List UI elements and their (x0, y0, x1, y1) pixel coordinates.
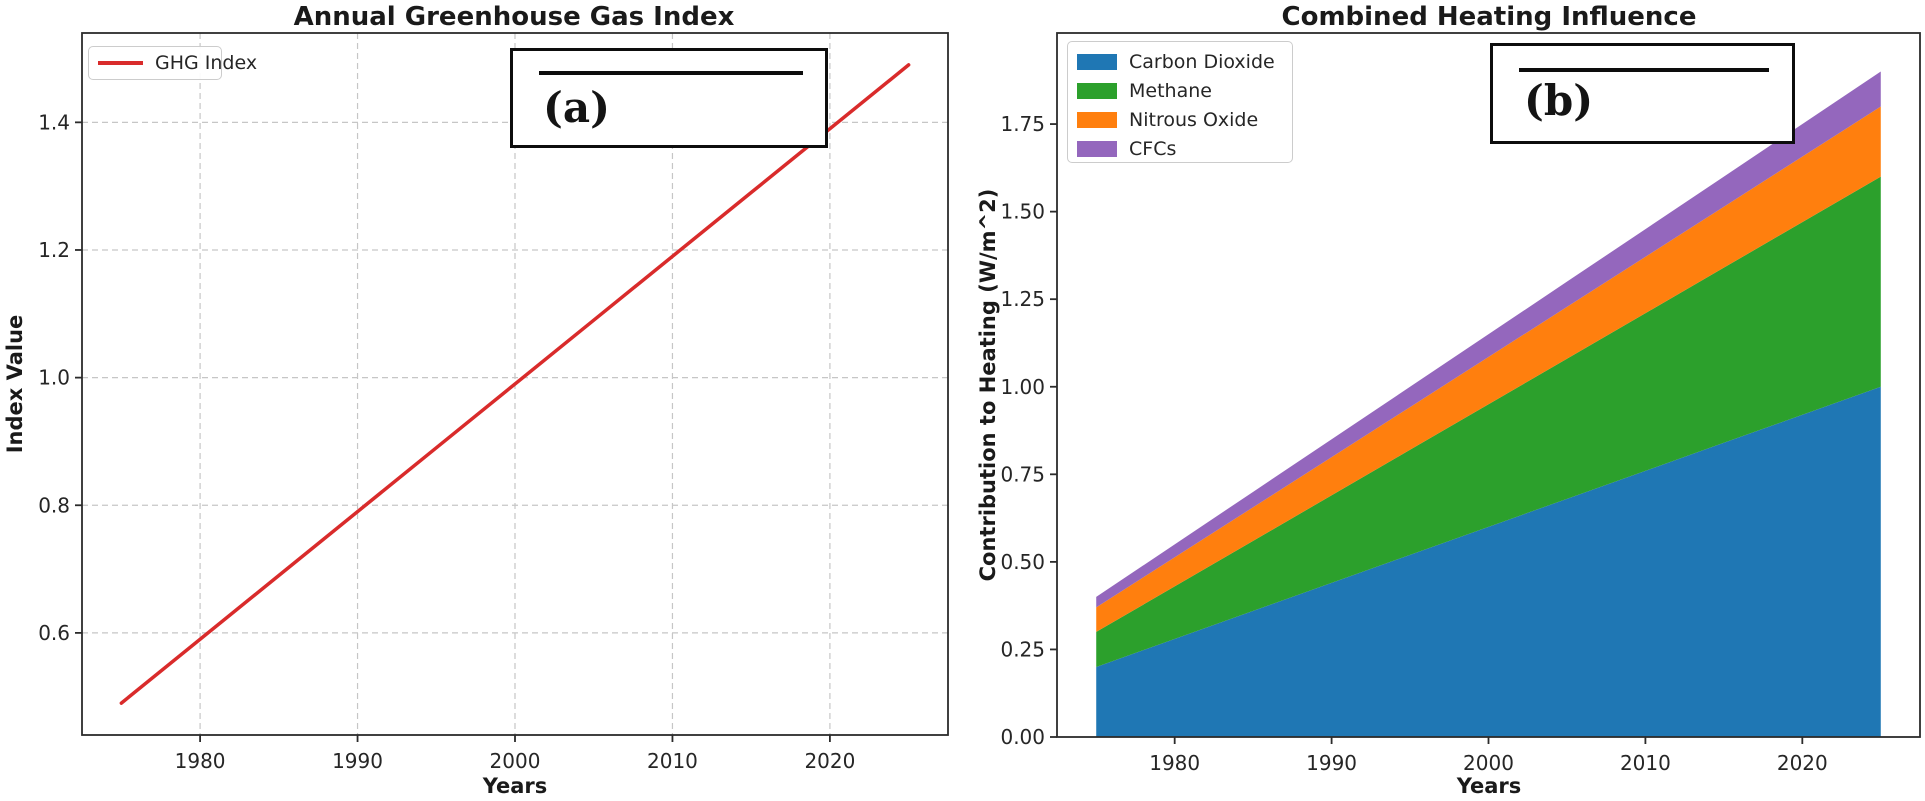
panel-a-annotation-box: (a) (510, 48, 828, 148)
y-tick-label: 1.25 (1000, 287, 1045, 311)
panel-a-legend: GHG Index (88, 46, 257, 80)
panel-b-xlabel: Years (1456, 774, 1522, 798)
legend-row-cfcs: CFCs (1068, 134, 1292, 163)
y-tick-label: 1.75 (1000, 112, 1045, 136)
ghg-index-line-swatch (98, 61, 143, 65)
ghg-index-plot: 1980 1990 2000 2010 2020 0.6 0.8 1.0 1.2 1.4 (38, 32, 949, 773)
x-tick-label: 2020 (1777, 751, 1828, 775)
methane-area (1096, 176, 1881, 667)
x-tick-label: 2010 (1620, 751, 1671, 775)
y-tick-label: 1.50 (1000, 200, 1045, 224)
x-tick-label: 1980 (175, 749, 226, 773)
panel-a-ylabel: Index Value (3, 315, 27, 454)
nitrous-oxide-area (1096, 106, 1881, 632)
x-tick-label: 1990 (332, 749, 383, 773)
panel-b-annotation-rule (1519, 68, 1769, 72)
heating-influence-plot: 1980 1990 2000 2010 2020 0.00 0.25 0.50 0.75 1.00… (1000, 32, 1921, 775)
legend-row-methane: Methane (1068, 76, 1292, 105)
panel-b-ylabel: Contribution to Heating (W/m^2) (976, 189, 1000, 582)
cfcs-legend-label: CFCs (1129, 137, 1177, 160)
carbon-dioxide-legend-label: Carbon Dioxide (1129, 50, 1275, 73)
y-tick-label: 1.2 (38, 238, 70, 262)
x-tick-label: 2020 (804, 749, 855, 773)
y-tick-label: 0.50 (1000, 550, 1045, 574)
x-tick-label: 1990 (1306, 751, 1357, 775)
y-tick-label: 0.25 (1000, 637, 1045, 661)
x-tick-label: 2000 (490, 749, 541, 773)
y-tick-label: 0.75 (1000, 462, 1045, 486)
carbon-dioxide-area (1096, 386, 1881, 737)
carbon-dioxide-swatch (1077, 53, 1117, 70)
x-tick-label: 2010 (647, 749, 698, 773)
y-tick-label: 0.00 (1000, 725, 1045, 749)
cfcs-area (1096, 71, 1881, 608)
cfcs-swatch (1077, 140, 1117, 157)
panel-a-xlabel: Years (482, 774, 548, 798)
panel-b-title: Combined Heating Influence (1282, 2, 1697, 32)
x-tick-label: 1980 (1149, 751, 1200, 775)
y-tick-label: 0.8 (38, 493, 70, 517)
panel-a-title: Annual Greenhouse Gas Index (294, 2, 735, 32)
methane-legend-label: Methane (1129, 79, 1212, 102)
y-tick-label: 1.00 (1000, 375, 1045, 399)
x-tick-label: 2000 (1463, 751, 1514, 775)
nitrous-oxide-swatch (1077, 111, 1117, 128)
methane-swatch (1077, 82, 1117, 99)
panel-b-annotation-label: (b) (1524, 76, 1594, 125)
legend-row-nitrous-oxide: Nitrous Oxide (1068, 105, 1292, 134)
y-tick-label: 1.0 (38, 366, 70, 390)
panel-b-annotation-box: (b) (1490, 43, 1795, 144)
y-tick-label: 1.4 (38, 110, 70, 134)
y-tick-label: 0.6 (38, 621, 70, 645)
panel-b-legend: Carbon Dioxide Methane Nitrous Oxide CFC… (1067, 41, 1293, 163)
ghg-index-line (119, 63, 911, 705)
nitrous-oxide-legend-label: Nitrous Oxide (1129, 108, 1259, 131)
panel-a-annotation-label: (a) (543, 83, 610, 132)
panel-a-annotation-rule (539, 71, 803, 75)
ghg-index-legend-label: GHG Index (155, 52, 258, 74)
legend-row-carbon-dioxide: Carbon Dioxide (1068, 47, 1292, 76)
